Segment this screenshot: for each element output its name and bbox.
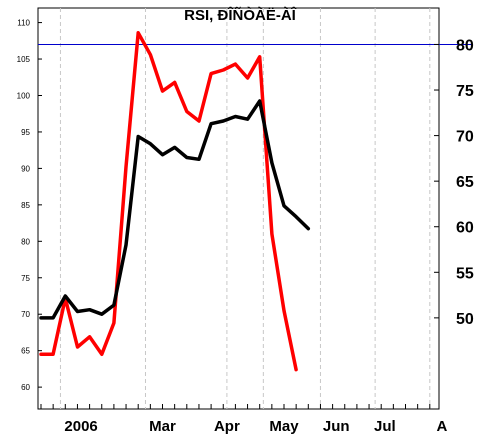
left-tick-label: 60 xyxy=(21,383,30,392)
right-tick-label: 50 xyxy=(456,311,474,328)
gridlines xyxy=(59,8,431,409)
right-tick-label: 60 xyxy=(456,220,474,237)
right-tick-label: 80 xyxy=(456,37,474,54)
left-tick-label: 95 xyxy=(21,128,30,137)
left-tick-label: 90 xyxy=(21,164,30,173)
x-tick-label: Apr xyxy=(214,418,240,434)
right-tick-label: 70 xyxy=(456,129,474,146)
right-y-axis: 50 55 60 65 70 75 80 xyxy=(434,37,474,328)
left-tick-label: 110 xyxy=(17,19,30,28)
right-tick-label: 75 xyxy=(456,83,474,100)
chart-title: RSI, ĐÎÑÒÀË-ÀÎ xyxy=(184,6,297,24)
x-axis: 2006 Mar Apr May Jun Jul A xyxy=(40,404,448,434)
x-tick-label: Mar xyxy=(149,418,176,434)
left-tick-label: 85 xyxy=(21,201,30,210)
left-tick-label: 75 xyxy=(21,274,30,283)
x-tick-label: Jul xyxy=(374,418,396,434)
left-tick-label: 80 xyxy=(21,237,30,246)
x-tick-label: 2006 xyxy=(64,418,97,434)
x-tick-label: A xyxy=(437,418,448,434)
red-series-line xyxy=(39,31,298,372)
right-tick-label: 55 xyxy=(456,265,474,282)
x-tick-label: May xyxy=(269,418,299,434)
left-tick-label: 70 xyxy=(21,310,30,319)
black-series-line xyxy=(39,99,311,320)
left-tick-label: 65 xyxy=(21,347,30,356)
left-tick-label: 105 xyxy=(17,55,31,64)
left-y-axis: 60 65 70 75 80 85 90 95 100 105 110 xyxy=(17,19,42,392)
x-tick-label: Jun xyxy=(323,418,350,434)
series-group xyxy=(39,31,311,372)
right-tick-label: 65 xyxy=(456,174,474,191)
left-tick-label: 100 xyxy=(17,91,31,100)
